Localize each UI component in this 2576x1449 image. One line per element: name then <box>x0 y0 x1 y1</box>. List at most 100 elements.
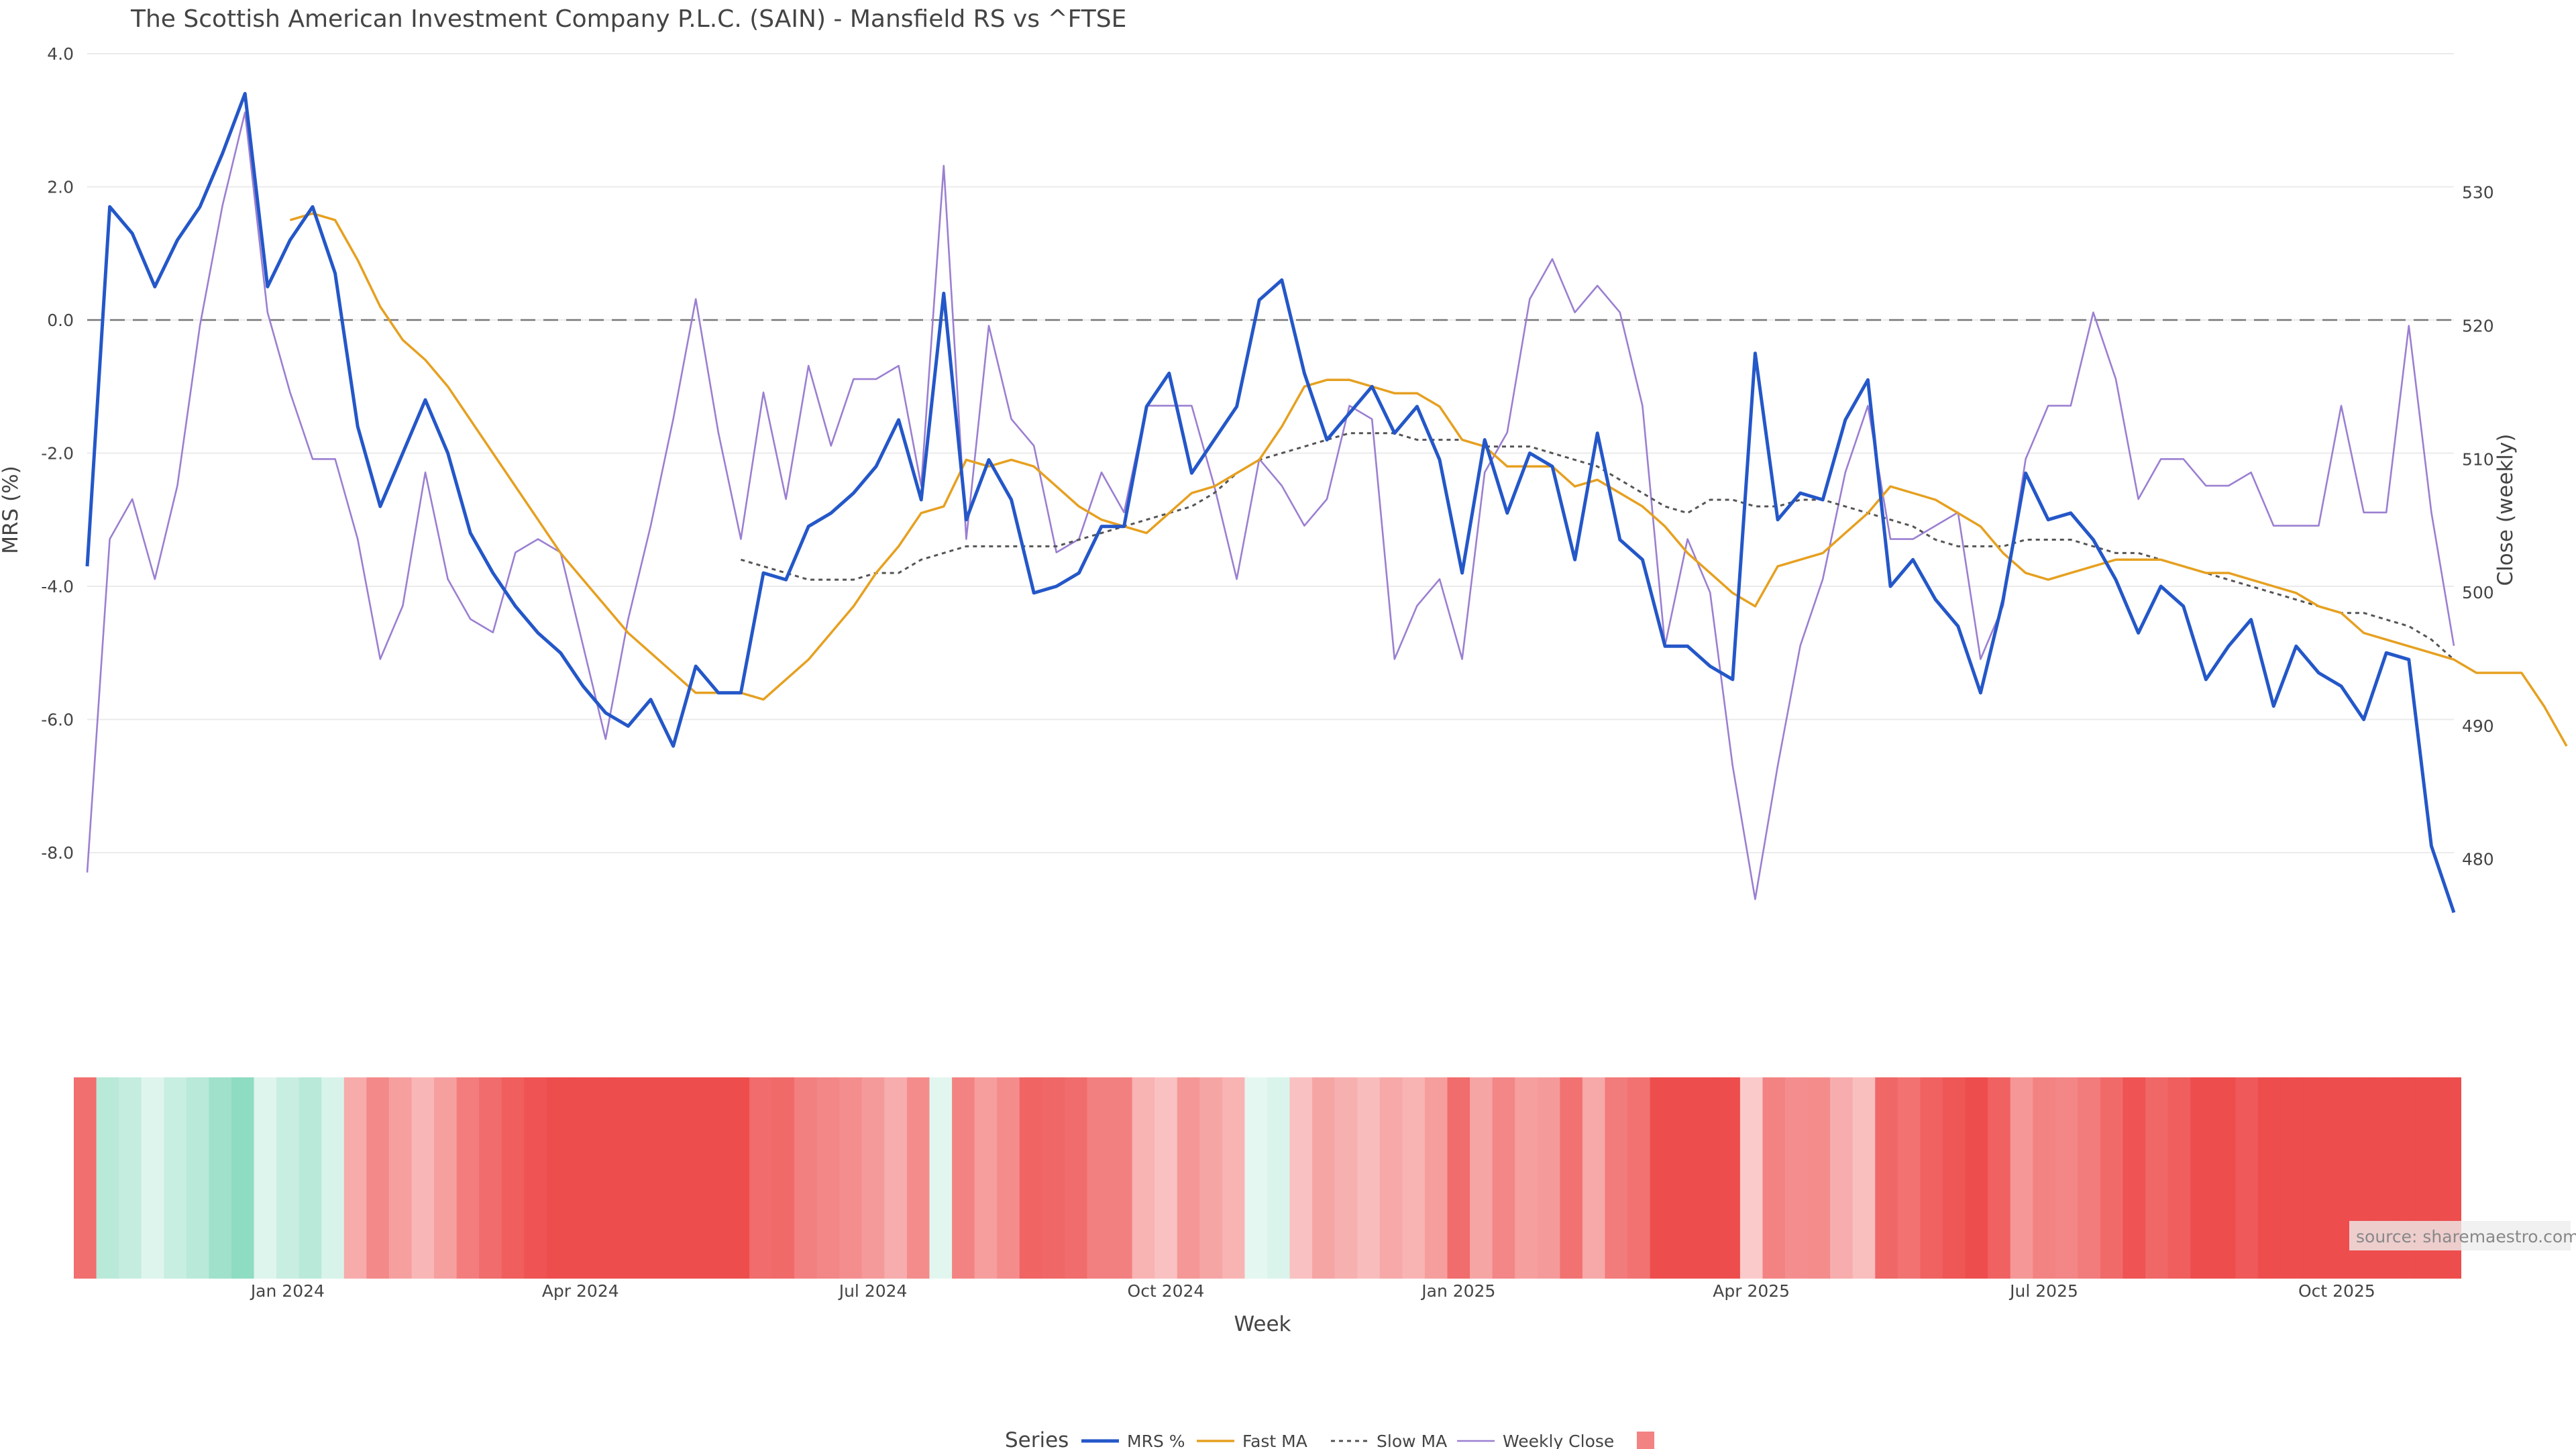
heat-strip-cell <box>2303 1077 2326 1279</box>
heat-strip-cell <box>2055 1077 2079 1279</box>
heat-strip-cell <box>74 1077 97 1279</box>
heat-strip-cell <box>1402 1077 1426 1279</box>
heat-strip-cell <box>1537 1077 1561 1279</box>
x-tick-label: Jul 2025 <box>2008 1281 2078 1301</box>
heat-strip-cell <box>1357 1077 1381 1279</box>
heat-strip-cell <box>2123 1077 2147 1279</box>
heat-strip-cell <box>1942 1077 1966 1279</box>
grid <box>87 53 2454 853</box>
heat-strip-cell <box>546 1077 570 1279</box>
heat-strip-cell <box>1897 1077 1921 1279</box>
heat-strip-cell <box>1739 1077 1764 1279</box>
heat-strip-cell <box>1042 1077 1065 1279</box>
heat-strip-cell <box>2167 1077 2192 1279</box>
x-tick-label: Oct 2024 <box>1128 1281 1205 1301</box>
legend-label: Slow MA <box>1377 1432 1447 1449</box>
relative-strength-heat-strip <box>74 1077 2461 1279</box>
heat-strip-cell <box>141 1077 165 1279</box>
x-tick-label: Jan 2025 <box>1420 1281 1495 1301</box>
heat-strip-cell <box>794 1077 818 1279</box>
y2-tick-label: 480 <box>2462 850 2494 869</box>
heat-strip-cell <box>2145 1077 2169 1279</box>
heat-strip-cell <box>1019 1077 1043 1279</box>
heat-strip-cell <box>1785 1077 1809 1279</box>
heat-strip-cell <box>839 1077 863 1279</box>
legend-label: Fast MA <box>1242 1432 1307 1449</box>
heat-strip-cell <box>682 1077 705 1279</box>
heat-strip-cell <box>1267 1077 1291 1279</box>
heat-strip-cell <box>1132 1077 1156 1279</box>
legend-label: Weekly Close <box>1503 1432 1614 1449</box>
y-tick-label: -2.0 <box>41 443 74 463</box>
heat-strip-cell <box>1312 1077 1336 1279</box>
heat-strip-cell <box>434 1077 458 1279</box>
heat-strip-cell <box>276 1077 300 1279</box>
heat-strip-cell <box>1920 1077 1943 1279</box>
fast-ma-line <box>289 212 2568 747</box>
y-tick-label: -4.0 <box>41 577 74 596</box>
legend: Series MRS % Fast MA Slow MA Weekly Close <box>1005 1428 1654 1449</box>
series-lines <box>85 92 2568 914</box>
x-tick-label: Oct 2025 <box>2298 1281 2375 1301</box>
heat-strip-cell <box>1470 1077 1493 1279</box>
heat-strip-cell <box>2033 1077 2056 1279</box>
y2-tick-label: 510 <box>2462 449 2494 469</box>
heat-strip-cell <box>637 1077 660 1279</box>
legend-label: MRS % <box>1127 1432 1185 1449</box>
y-tick-label: 0.0 <box>47 311 74 330</box>
heat-strip-cell <box>1830 1077 1854 1279</box>
heat-strip-cell <box>299 1077 323 1279</box>
heat-strip-cell <box>1199 1077 1223 1279</box>
heat-strip-cell <box>1155 1077 1178 1279</box>
heat-strip-cell <box>906 1077 930 1279</box>
heat-strip-cell <box>884 1077 908 1279</box>
y2-tick-label: 530 <box>2462 183 2494 203</box>
source-label: source: sharemaestro.com <box>2356 1227 2576 1246</box>
heat-strip-cell <box>1334 1077 1358 1279</box>
x-tick-label: Jul 2024 <box>838 1281 908 1301</box>
heat-strip-cell <box>186 1077 210 1279</box>
heat-strip-cell <box>929 1077 953 1279</box>
y2-tick-label: 500 <box>2462 583 2494 602</box>
heat-strip-cell <box>2100 1077 2124 1279</box>
heat-strip-cell <box>727 1077 750 1279</box>
heat-strip-cell <box>209 1077 232 1279</box>
heat-strip-cell <box>569 1077 593 1279</box>
chart-title: The Scottish American Investment Company… <box>130 5 1126 33</box>
y-tick-label: 4.0 <box>47 44 74 64</box>
heat-strip-cell <box>1807 1077 1831 1279</box>
source-label-bg <box>2349 1221 2571 1250</box>
heat-strip-cell <box>2078 1077 2101 1279</box>
heat-strip-cell <box>2190 1077 2214 1279</box>
heat-strip-cell <box>1627 1077 1651 1279</box>
heat-strip-cell <box>366 1077 390 1279</box>
heat-strip-cell <box>974 1077 998 1279</box>
mrs-line <box>85 92 2456 914</box>
heat-strip-cell <box>1064 1077 1088 1279</box>
heat-strip-cell <box>614 1077 638 1279</box>
heat-strip-cell <box>2235 1077 2259 1279</box>
heat-strip-cell <box>388 1077 413 1279</box>
x-axis-title: Week <box>1234 1312 1291 1336</box>
heat-strip-cell <box>952 1077 975 1279</box>
heat-strip-cell <box>2257 1077 2282 1279</box>
heat-strip-cell <box>1289 1077 1313 1279</box>
heat-strip-cell <box>231 1077 255 1279</box>
heat-strip-cell <box>659 1077 683 1279</box>
y2-axis-title: Close (weekly) <box>2493 434 2518 586</box>
heat-strip-cell <box>1087 1077 1111 1279</box>
heat-strip-cell <box>254 1077 278 1279</box>
heat-strip-cell <box>771 1077 796 1279</box>
legend-title: Series <box>1005 1428 1069 1449</box>
heat-strip-cell <box>749 1077 773 1279</box>
heat-strip-cell <box>479 1077 502 1279</box>
heat-strip-cell <box>1492 1077 1516 1279</box>
legend-strip-swatch <box>1637 1432 1654 1449</box>
weekly-close-line <box>86 111 2455 900</box>
heat-strip-cell <box>2280 1077 2304 1279</box>
heat-strip-cell <box>1965 1077 1989 1279</box>
y-tick-label: -8.0 <box>41 843 74 863</box>
heat-strip-cell <box>2325 1077 2349 1279</box>
heat-strip-cell <box>456 1077 480 1279</box>
